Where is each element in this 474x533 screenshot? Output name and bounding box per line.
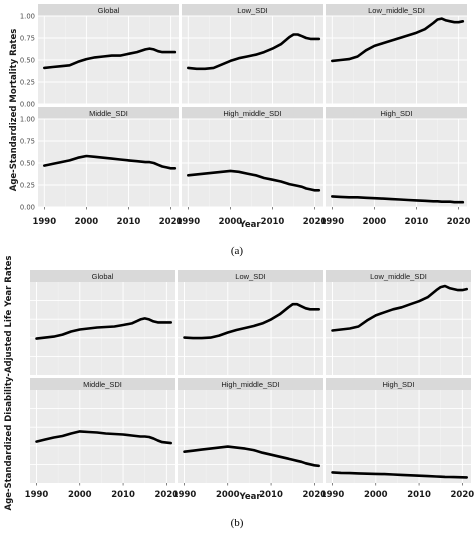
facet-panel-low-middle-sdi: Low_middle_SDI <box>326 270 471 375</box>
y-axis-title: Age-Standardized Mortality Rates <box>9 29 19 192</box>
x-axis-title: Year <box>238 220 261 230</box>
series-line <box>35 430 172 445</box>
facet-strip-label: Low_middle_SDI <box>368 6 425 15</box>
x-tick-label: 2020 <box>159 217 183 227</box>
y-tick-label: 1.00 <box>20 115 35 123</box>
facet-strip <box>326 270 471 282</box>
facet-strip <box>30 378 175 390</box>
panel-background <box>326 390 471 483</box>
series-line <box>183 445 320 468</box>
panel-background <box>30 282 175 375</box>
facet-strip-label: Middle_SDI <box>83 380 122 389</box>
x-tick-label: 2010 <box>111 490 135 500</box>
series-line <box>187 33 321 71</box>
y-tick-label: 0.25 <box>20 181 35 189</box>
facet-strip-label: Global <box>92 272 114 281</box>
x-tick-label: 2020 <box>451 490 474 500</box>
y-tick-label: 0.00 <box>20 100 35 108</box>
facet-panel-low-sdi: Low_SDI <box>182 4 323 105</box>
x-tick-label: 2000 <box>363 217 387 227</box>
panel-background <box>178 390 323 483</box>
facet-panel-low-middle-sdi: Low_middle_SDI <box>326 4 467 105</box>
facet-strip-label: Low_middle_SDI <box>370 272 427 281</box>
facet-strip-label: Low_SDI <box>237 6 267 15</box>
y-axis-title: Age-Standardized Disability-Adjusted Lif… <box>4 256 14 511</box>
facet-strip <box>178 270 323 282</box>
x-tick-label: 2010 <box>405 217 429 227</box>
x-tick-label: 2000 <box>68 490 92 500</box>
x-tick-label: 2010 <box>259 490 283 500</box>
facet-strip <box>178 378 323 390</box>
facet-strip <box>182 107 323 119</box>
series-line <box>43 47 177 70</box>
facet-panel-middle-sdi: Middle_SDI 0.00 0.25 0.50 0.75 1.00 1990 2000 20… <box>20 107 183 227</box>
facet-panel-high-middle-sdi: High_middle_SDI 1990 2000 2010 2020 <box>176 107 326 227</box>
x-tick-label: 2020 <box>155 490 179 500</box>
series-line <box>187 169 321 192</box>
facet-panel-global: Global 0.00 0.25 0.50 0.75 1.00 <box>20 4 179 108</box>
y-tick-label: 0.75 <box>20 137 35 145</box>
y-tick-label: 0.25 <box>20 78 35 86</box>
x-tick-label: 2000 <box>75 217 99 227</box>
series-line <box>331 195 465 204</box>
x-tick-label: 2000 <box>219 217 243 227</box>
facet-strip <box>30 270 175 282</box>
x-tick-label: 1990 <box>173 490 197 500</box>
x-tick-label: 2020 <box>447 217 471 227</box>
facet-panel-high-sdi: High_SDI 1990 2000 2010 2020 <box>321 378 474 500</box>
facet-strip-label: Middle_SDI <box>89 109 128 118</box>
panel-background <box>178 282 323 375</box>
panel-background <box>30 390 175 483</box>
facet-strip <box>326 4 467 16</box>
figure-caption: (b) <box>231 517 244 529</box>
facet-strip-label: Global <box>98 6 120 15</box>
x-tick-label: 2010 <box>261 217 285 227</box>
facet-strip-label: High_middle_SDI <box>221 380 279 389</box>
facet-strip-label: High_middle_SDI <box>223 109 281 118</box>
x-tick-label: 2010 <box>117 217 141 227</box>
x-tick-label: 2010 <box>407 490 431 500</box>
facet-figure-b: Global Low_SDI Low_middle_SDI Middle_SDI 199… <box>4 256 474 529</box>
x-tick-label: 2000 <box>216 490 240 500</box>
x-tick-label: 2000 <box>364 490 388 500</box>
series-line <box>331 284 468 332</box>
x-tick-label: 1990 <box>321 490 345 500</box>
x-tick-label: 1990 <box>32 217 56 227</box>
facet-panel-global: Global <box>30 270 175 375</box>
facet-panel-middle-sdi: Middle_SDI 1990 2000 2010 2020 <box>25 378 179 500</box>
y-tick-label: 1.00 <box>20 12 35 20</box>
facet-strip-label: High_SDI <box>380 109 412 118</box>
series-line <box>331 471 468 479</box>
series-line <box>43 154 177 170</box>
x-tick-label: 1990 <box>25 490 49 500</box>
facet-strip <box>182 4 323 16</box>
facet-panel-high-middle-sdi: High_middle_SDI 1990 2000 2010 2020 <box>173 378 327 500</box>
x-tick-label: 1990 <box>176 217 200 227</box>
facet-strip <box>38 4 179 16</box>
series-line <box>183 302 320 340</box>
figure-caption: (a) <box>231 245 244 257</box>
facet-panel-low-sdi: Low_SDI <box>178 270 323 375</box>
x-tick-label: 2020 <box>303 490 327 500</box>
y-tick-label: 0.50 <box>20 56 35 64</box>
series-line <box>35 317 172 340</box>
facet-strip <box>326 378 471 390</box>
y-tick-label: 0.00 <box>20 203 35 211</box>
x-tick-label: 2020 <box>303 217 327 227</box>
facet-figure-a: Global 0.00 0.25 0.50 0.75 1.00 Low_SDI Low_mid… <box>9 4 470 257</box>
facet-panel-high-sdi: High_SDI 1990 2000 2010 2020 <box>320 107 470 227</box>
facet-strip-label: Low_SDI <box>235 272 265 281</box>
facet-strip-label: High_SDI <box>382 380 414 389</box>
x-tick-label: 1990 <box>320 217 344 227</box>
series-line <box>331 17 465 63</box>
facet-strip <box>38 107 179 119</box>
y-tick-label: 0.50 <box>20 159 35 167</box>
x-axis-title: Year <box>238 492 261 502</box>
y-tick-label: 0.75 <box>20 34 35 42</box>
facet-strip <box>326 107 467 119</box>
